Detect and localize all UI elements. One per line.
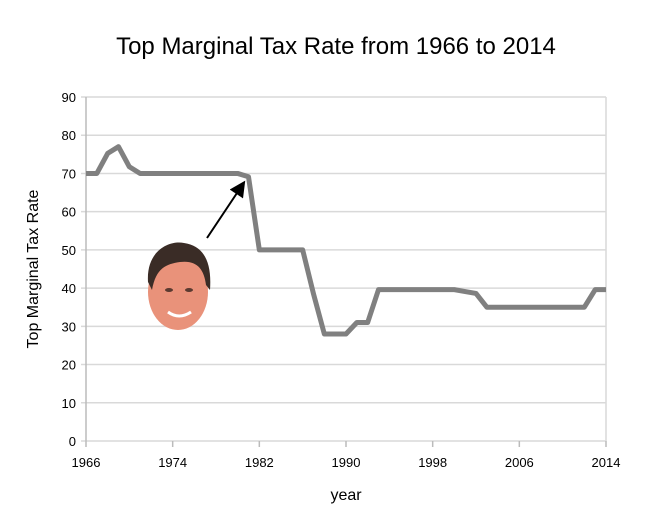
y-tick-label: 90: [62, 90, 76, 105]
y-axis-label: Top Marginal Tax Rate: [25, 189, 42, 348]
x-axis-label: year: [330, 487, 362, 504]
x-tick-label: 2014: [592, 455, 621, 470]
x-tick-label: 1966: [72, 455, 101, 470]
y-tick-label: 70: [62, 166, 76, 181]
y-tick-label: 60: [62, 205, 76, 220]
portrait-icon: [147, 242, 211, 330]
y-tick-label: 80: [62, 128, 76, 143]
annotation-arrow: [206, 180, 246, 239]
x-tick-label: 1990: [332, 455, 361, 470]
y-tick-label: 0: [69, 434, 76, 449]
chart-title: Top Marginal Tax Rate from 1966 to 2014: [116, 33, 556, 60]
y-tick-label: 40: [62, 281, 76, 296]
y-tick-label: 30: [62, 319, 76, 334]
x-tick-label: 1974: [158, 455, 187, 470]
series-line-tax-rate: [86, 144, 606, 337]
reagan-annotation: [147, 180, 246, 330]
y-tick-label: 50: [62, 243, 76, 258]
y-tick-label: 10: [62, 396, 76, 411]
x-tick-label: 2006: [505, 455, 534, 470]
y-tick-label: 20: [62, 358, 76, 373]
x-tick-label: 1998: [418, 455, 447, 470]
x-tick-label: 1982: [245, 455, 274, 470]
